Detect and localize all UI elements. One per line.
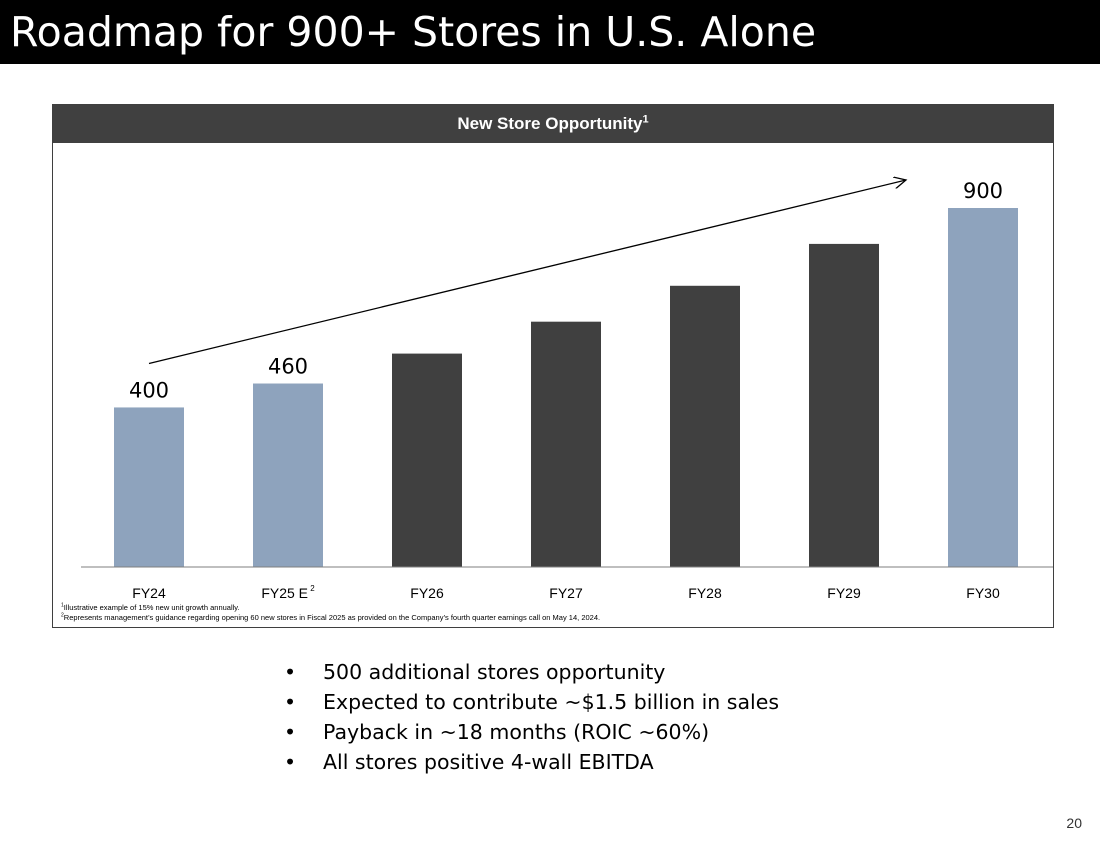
bullet-dot: • [284,750,297,774]
x-tick-label: FY28 [688,585,722,601]
bullet-item: • Expected to contribute ~$1.5 billion in… [284,687,779,717]
bullet-item: • 500 additional stores opportunity [284,657,779,687]
bar-fy28 [670,285,740,567]
x-tick-label: FY24 [132,585,166,601]
data-label: 900 [963,179,1003,203]
bullet-item: • Payback in ~18 months (ROIC ~60%) [284,717,779,747]
x-tick-label: FY27 [549,585,583,601]
chart-title-footnote-mark: 1 [642,113,649,126]
bullet-item: • All stores positive 4-wall EBITDA [284,747,779,777]
x-tick-label: FY25 E 2 [261,584,315,601]
bar-fy26 [392,353,462,567]
bar-fy27 [531,321,601,567]
data-label: 400 [129,378,169,402]
bar-fy29 [809,243,879,567]
bar-fy25e [253,383,323,567]
x-tick-label: FY26 [410,585,444,601]
title-bar: Roadmap for 900+ Stores in U.S. Alone [0,0,1100,64]
data-label: 460 [268,355,308,379]
x-tick-label: FY29 [827,585,861,601]
slide-title: Roadmap for 900+ Stores in U.S. Alone [10,8,817,56]
bar-chart: 400 FY24 460 FY25 E 2 FY26 FY27 FY28 FY29 900 FY3… [81,143,1053,601]
footnote-2: 2Represents management’s guidance regard… [61,612,601,622]
chart-title: New Store Opportunity [457,114,643,133]
chart-header: New Store Opportunity1 [53,105,1053,143]
x-tick-label: FY30 [966,585,1000,601]
bar-fy30 [948,208,1018,567]
bullet-dot: • [284,660,297,684]
bullet-dot: • [284,720,297,744]
trend-arrow [148,180,906,365]
bar-fy24 [114,407,184,567]
page-number: 20 [1066,815,1082,831]
chart-panel: New Store Opportunity1 400 FY24 460 FY25 E … [52,104,1054,628]
bullet-list: • 500 additional stores opportunity • Expe… [284,657,779,777]
footnotes: 1Illustrative example of 15% new unit gr… [61,603,600,623]
footnote-1: 1Illustrative example of 15% new unit gr… [61,602,240,612]
bullet-dot: • [284,690,297,714]
